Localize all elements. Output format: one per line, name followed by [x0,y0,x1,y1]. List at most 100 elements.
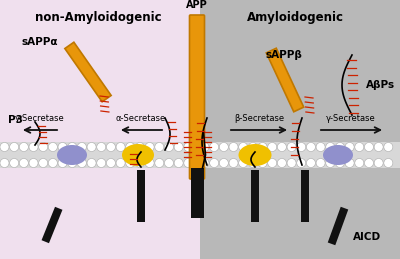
Circle shape [200,159,209,168]
Circle shape [29,159,38,168]
Bar [0,0,200,259]
Circle shape [155,142,164,152]
Circle shape [136,159,144,168]
Text: non-Amyloidogenic: non-Amyloidogenic [35,11,161,24]
Circle shape [174,142,183,152]
Circle shape [145,142,154,152]
Circle shape [10,159,19,168]
Circle shape [58,159,67,168]
Circle shape [336,142,344,152]
Circle shape [355,159,364,168]
Circle shape [97,159,106,168]
Circle shape [326,159,335,168]
Text: P3: P3 [8,115,23,125]
Ellipse shape [323,145,353,165]
Circle shape [77,142,86,152]
Circle shape [19,159,28,168]
Circle shape [278,142,286,152]
Text: AICD: AICD [353,232,381,242]
Circle shape [19,142,28,152]
Polygon shape [65,42,111,102]
Circle shape [219,142,228,152]
Bar [251,170,259,222]
Circle shape [116,159,125,168]
Circle shape [297,142,306,152]
Polygon shape [328,207,348,245]
Circle shape [306,159,316,168]
Bar [190,168,204,218]
Circle shape [68,159,77,168]
Circle shape [116,142,125,152]
Circle shape [87,142,96,152]
Circle shape [0,159,9,168]
Circle shape [364,159,374,168]
Circle shape [248,159,257,168]
Circle shape [258,142,267,152]
Circle shape [48,142,57,152]
Circle shape [355,142,364,152]
Text: γ-Secretase: γ-Secretase [326,114,376,123]
Circle shape [164,159,174,168]
Circle shape [374,142,383,152]
Circle shape [155,159,164,168]
Circle shape [248,142,257,152]
Circle shape [210,159,219,168]
FancyBboxPatch shape [190,15,204,179]
Text: sAPPα: sAPPα [22,37,58,47]
Circle shape [336,159,344,168]
Bar [200,142,400,168]
Circle shape [126,159,135,168]
Circle shape [374,159,383,168]
Circle shape [364,142,374,152]
Polygon shape [42,207,62,243]
Circle shape [184,142,193,152]
Text: β-Secretase: β-Secretase [234,114,284,123]
Circle shape [316,142,325,152]
Circle shape [326,142,335,152]
Circle shape [268,159,277,168]
Circle shape [268,142,277,152]
Circle shape [258,159,267,168]
Bar [0,142,200,168]
Circle shape [297,159,306,168]
Circle shape [184,159,193,168]
Circle shape [345,159,354,168]
Ellipse shape [57,145,87,165]
Circle shape [229,142,238,152]
Bar [200,0,400,259]
Circle shape [200,142,209,152]
Circle shape [106,159,116,168]
Bar [301,170,309,222]
Circle shape [10,142,19,152]
Circle shape [68,142,77,152]
Circle shape [58,142,67,152]
Circle shape [29,142,38,152]
Circle shape [87,159,96,168]
Circle shape [164,142,174,152]
Circle shape [39,142,48,152]
Circle shape [306,142,316,152]
Ellipse shape [238,144,272,166]
Circle shape [384,142,393,152]
Circle shape [316,159,325,168]
Circle shape [39,159,48,168]
Circle shape [136,142,144,152]
Bar [137,170,145,222]
Circle shape [106,142,116,152]
Polygon shape [266,48,304,112]
Circle shape [97,142,106,152]
Text: sAPPβ: sAPPβ [265,50,302,60]
Circle shape [48,159,57,168]
Circle shape [229,159,238,168]
Circle shape [219,159,228,168]
Text: γ-Secretase: γ-Secretase [15,114,65,123]
Circle shape [210,142,219,152]
Text: APP: APP [186,0,208,10]
Circle shape [174,159,183,168]
Text: AβPs: AβPs [366,80,395,90]
Ellipse shape [122,144,154,166]
Circle shape [0,142,9,152]
Circle shape [126,142,135,152]
Text: α-Secretase: α-Secretase [116,114,166,123]
Circle shape [287,159,296,168]
